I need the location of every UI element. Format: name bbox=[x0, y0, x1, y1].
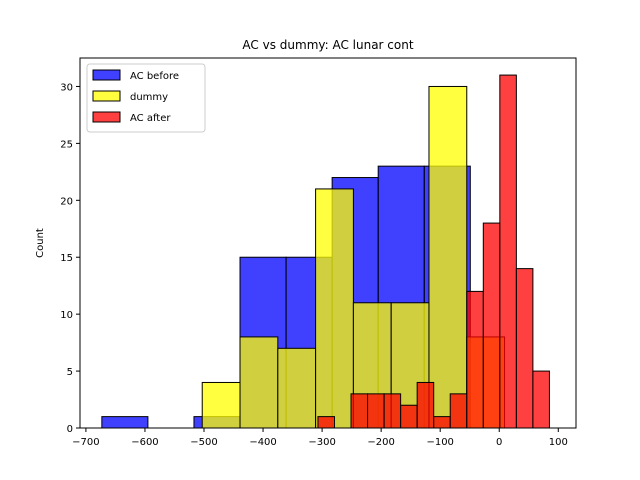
y-tick-label: 5 bbox=[67, 367, 73, 378]
x-tick-label: −300 bbox=[308, 437, 335, 448]
legend-label: dummy bbox=[130, 92, 168, 103]
legend-label: AC after bbox=[130, 113, 171, 124]
legend-swatch bbox=[92, 90, 121, 102]
x-tick-label: −600 bbox=[131, 437, 158, 448]
bar-2-13 bbox=[532, 370, 550, 429]
legend-label: AC before bbox=[130, 71, 179, 82]
bar-2-4 bbox=[383, 393, 402, 429]
legend-swatch bbox=[92, 111, 121, 123]
chart-title: AC vs dummy: AC lunar cont bbox=[242, 38, 413, 52]
y-tick-label: 0 bbox=[67, 424, 73, 435]
y-tick-label: 25 bbox=[60, 139, 73, 150]
bar-1-2 bbox=[277, 347, 317, 429]
bar-1-0 bbox=[201, 381, 241, 429]
bar-2-11 bbox=[499, 74, 517, 429]
series-dummy bbox=[201, 85, 506, 429]
bar-2-9 bbox=[466, 290, 484, 429]
bar-2-0 bbox=[317, 416, 335, 429]
x-tick-label: −400 bbox=[249, 437, 276, 448]
x-tick-label: −100 bbox=[426, 437, 453, 448]
bar-2-12 bbox=[515, 268, 534, 429]
y-tick-label: 20 bbox=[60, 196, 73, 207]
bar-2-3 bbox=[367, 393, 385, 429]
series-ac-after bbox=[317, 74, 550, 429]
y-tick-label: 30 bbox=[60, 82, 73, 93]
y-axis-label: Count bbox=[35, 228, 46, 258]
y-tick-label: 15 bbox=[60, 253, 73, 264]
plot-frame bbox=[79, 57, 577, 429]
x-tick-label: 100 bbox=[549, 437, 568, 448]
bar-1-1 bbox=[239, 336, 279, 429]
bars-layer bbox=[101, 74, 550, 429]
bar-2-5 bbox=[400, 404, 418, 429]
x-tick-label: −500 bbox=[190, 437, 217, 448]
legend: AC before dummy AC after bbox=[86, 63, 206, 133]
y-tick-label: 10 bbox=[60, 310, 73, 321]
bar-1-6 bbox=[428, 85, 468, 429]
bar-1-3 bbox=[315, 188, 354, 429]
legend-swatch bbox=[92, 69, 121, 81]
bar-2-6 bbox=[416, 381, 435, 429]
bar-2-2 bbox=[350, 393, 369, 429]
bar-2-7 bbox=[433, 416, 451, 429]
x-tick-label: 0 bbox=[496, 437, 502, 448]
x-tick-label: −700 bbox=[72, 437, 99, 448]
x-tick-label: −200 bbox=[367, 437, 394, 448]
bar-0-0 bbox=[101, 416, 149, 429]
bar-2-10 bbox=[482, 222, 501, 429]
axes-layer: −700 −600 −500 −400 −300 −200 −100 0 100 0 5 10 15 20… bbox=[60, 57, 577, 448]
bar-2-8 bbox=[449, 393, 468, 429]
